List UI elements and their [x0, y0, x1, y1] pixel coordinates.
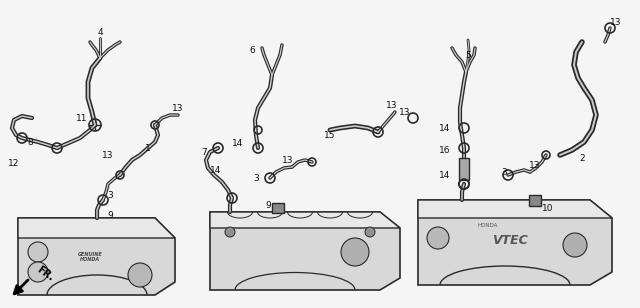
Text: 13: 13 — [611, 18, 621, 26]
Text: VTEC: VTEC — [492, 233, 528, 246]
Text: 11: 11 — [76, 114, 88, 123]
Text: HONDA: HONDA — [478, 222, 498, 228]
Text: 3: 3 — [253, 173, 259, 183]
Text: 13: 13 — [529, 160, 541, 169]
Text: 14: 14 — [211, 165, 221, 175]
Text: 14: 14 — [439, 171, 451, 180]
Circle shape — [28, 262, 48, 282]
Text: 3: 3 — [501, 168, 507, 176]
Text: 15: 15 — [324, 131, 336, 140]
Text: 9: 9 — [107, 210, 113, 220]
Text: 2: 2 — [579, 153, 585, 163]
Polygon shape — [210, 212, 400, 290]
Circle shape — [225, 227, 235, 237]
Circle shape — [28, 242, 48, 262]
Text: 10: 10 — [542, 204, 554, 213]
Text: 7: 7 — [201, 148, 207, 156]
Polygon shape — [18, 218, 175, 295]
Polygon shape — [418, 200, 612, 218]
Text: 14: 14 — [439, 124, 451, 132]
Circle shape — [128, 263, 152, 287]
Text: 16: 16 — [439, 145, 451, 155]
Text: 13: 13 — [282, 156, 294, 164]
Text: 12: 12 — [8, 159, 20, 168]
Text: GENUINE
HONDA: GENUINE HONDA — [77, 252, 102, 262]
Text: 6: 6 — [249, 46, 255, 55]
Polygon shape — [18, 218, 175, 238]
Circle shape — [427, 227, 449, 249]
Polygon shape — [210, 212, 400, 228]
Text: 4: 4 — [97, 27, 103, 37]
Polygon shape — [418, 200, 612, 285]
Text: 9: 9 — [265, 201, 271, 209]
Bar — [272, 203, 284, 213]
Text: 14: 14 — [232, 139, 244, 148]
Bar — [459, 158, 469, 180]
Bar — [529, 195, 541, 206]
Text: 8: 8 — [27, 137, 33, 147]
Text: 13: 13 — [387, 100, 397, 110]
Text: 3: 3 — [107, 191, 113, 200]
Text: FR.: FR. — [35, 265, 56, 283]
Text: 13: 13 — [399, 107, 411, 116]
Text: 1: 1 — [145, 144, 151, 152]
Text: 13: 13 — [172, 103, 184, 112]
Circle shape — [341, 238, 369, 266]
Text: 13: 13 — [102, 151, 114, 160]
Circle shape — [563, 233, 587, 257]
Text: 5: 5 — [465, 51, 471, 59]
Circle shape — [365, 227, 375, 237]
